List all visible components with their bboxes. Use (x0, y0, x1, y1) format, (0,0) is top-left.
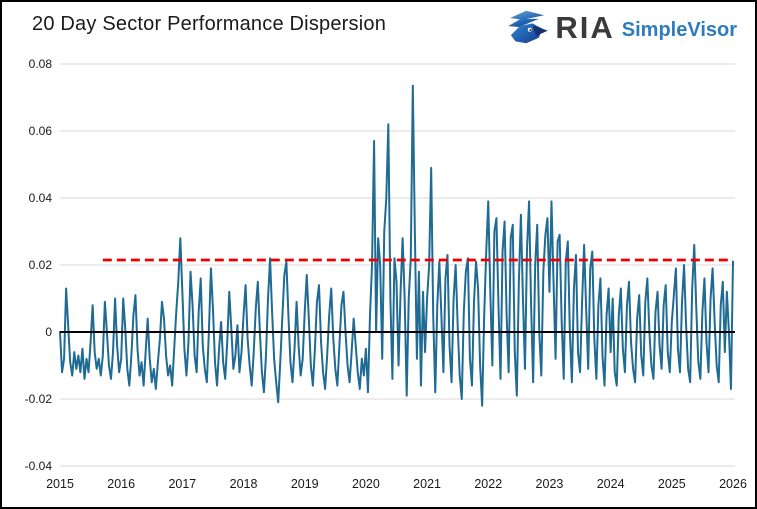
y-tick-label: 0 (45, 325, 52, 339)
page-title: 20 Day Sector Performance Dispersion (32, 13, 387, 35)
product-name: SimpleVisor (621, 19, 737, 41)
y-tick-label: -0.02 (25, 392, 53, 406)
x-tick-label: 2023 (536, 477, 564, 491)
x-tick-label: 2025 (658, 477, 686, 491)
x-tick-label: 2026 (719, 477, 747, 491)
x-tick-label: 2015 (46, 477, 74, 491)
x-tick-label: 2017 (168, 477, 196, 491)
x-tick-label: 2021 (413, 477, 441, 491)
x-tick-label: 2019 (291, 477, 319, 491)
y-tick-label: 0.08 (29, 57, 53, 71)
y-tick-label: -0.04 (25, 459, 53, 473)
ria-simplevisor-logo: RIA SimpleVisor (508, 9, 737, 45)
ria-eagle-icon (508, 10, 549, 44)
y-tick-label: 0.04 (29, 191, 53, 205)
x-tick-label: 2018 (230, 477, 258, 491)
dispersion-series-line (59, 84, 734, 407)
x-tick-label: 2022 (474, 477, 502, 491)
x-tick-label: 2020 (352, 477, 380, 491)
y-tick-label: 0.06 (29, 124, 53, 138)
x-tick-label: 2016 (107, 477, 135, 491)
y-tick-label: 0.02 (29, 258, 53, 272)
x-tick-label: 2024 (597, 477, 625, 491)
brand-name: RIA (555, 9, 615, 45)
